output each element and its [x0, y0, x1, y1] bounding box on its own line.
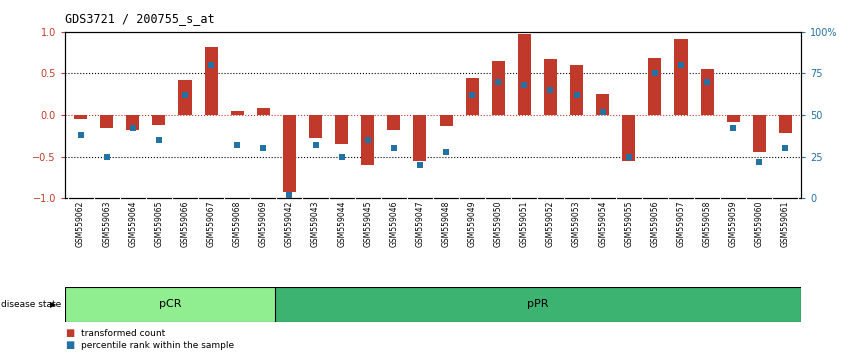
Text: GSM559055: GSM559055 [624, 201, 633, 247]
Bar [65, 287, 275, 322]
Bar [204, 47, 217, 115]
Text: GSM559042: GSM559042 [285, 201, 294, 247]
Text: GSM559058: GSM559058 [702, 201, 712, 247]
Text: ■: ■ [65, 341, 74, 350]
Bar [753, 115, 766, 153]
Text: GSM559054: GSM559054 [598, 201, 607, 247]
Text: GSM559066: GSM559066 [180, 201, 190, 247]
Text: GSM559065: GSM559065 [154, 201, 164, 247]
Bar [230, 111, 243, 115]
Text: GSM559062: GSM559062 [76, 201, 85, 247]
Bar [413, 115, 426, 161]
Text: GSM559061: GSM559061 [781, 201, 790, 247]
Bar [100, 115, 113, 127]
Bar [779, 115, 792, 133]
Bar [275, 287, 801, 322]
Text: GSM559051: GSM559051 [520, 201, 529, 247]
Text: GSM559063: GSM559063 [102, 201, 111, 247]
Text: GSM559050: GSM559050 [494, 201, 503, 247]
Text: GSM559060: GSM559060 [755, 201, 764, 247]
Text: GSM559049: GSM559049 [468, 201, 476, 247]
Text: GSM559057: GSM559057 [676, 201, 686, 247]
Text: GDS3721 / 200755_s_at: GDS3721 / 200755_s_at [65, 12, 215, 25]
Bar [335, 115, 348, 144]
Bar [466, 78, 479, 115]
Bar [649, 58, 662, 115]
Text: GSM559056: GSM559056 [650, 201, 659, 247]
Bar [440, 115, 453, 126]
Bar [701, 69, 714, 115]
Bar [570, 65, 583, 115]
Text: disease state: disease state [1, 300, 61, 309]
Text: GSM559067: GSM559067 [207, 201, 216, 247]
Bar [178, 80, 191, 115]
Text: GSM559052: GSM559052 [546, 201, 555, 247]
Bar [727, 115, 740, 122]
Bar [518, 34, 531, 115]
Text: GSM559059: GSM559059 [728, 201, 738, 247]
Bar [387, 115, 400, 130]
Text: GSM559069: GSM559069 [259, 201, 268, 247]
Text: GSM559053: GSM559053 [572, 201, 581, 247]
Bar [492, 61, 505, 115]
Text: GSM559045: GSM559045 [363, 201, 372, 247]
Bar [126, 115, 139, 130]
Bar [74, 115, 87, 119]
Text: ■: ■ [65, 328, 74, 338]
Text: GSM559044: GSM559044 [337, 201, 346, 247]
Text: ▶: ▶ [49, 300, 56, 309]
Bar [309, 115, 322, 138]
Text: GSM559047: GSM559047 [416, 201, 424, 247]
Text: GSM559064: GSM559064 [128, 201, 138, 247]
Text: transformed count: transformed count [81, 329, 165, 338]
Bar [544, 59, 557, 115]
Text: pCR: pCR [158, 299, 181, 309]
Bar [283, 115, 296, 193]
Bar [596, 94, 609, 115]
Text: GSM559048: GSM559048 [442, 201, 450, 247]
Bar [675, 39, 688, 115]
Text: GSM559043: GSM559043 [311, 201, 320, 247]
Text: GSM559068: GSM559068 [233, 201, 242, 247]
Bar [623, 115, 636, 161]
Text: pPR: pPR [527, 299, 549, 309]
Bar [257, 108, 270, 115]
Bar [361, 115, 374, 165]
Bar [152, 115, 165, 125]
Text: GSM559046: GSM559046 [390, 201, 398, 247]
Text: percentile rank within the sample: percentile rank within the sample [81, 342, 234, 350]
